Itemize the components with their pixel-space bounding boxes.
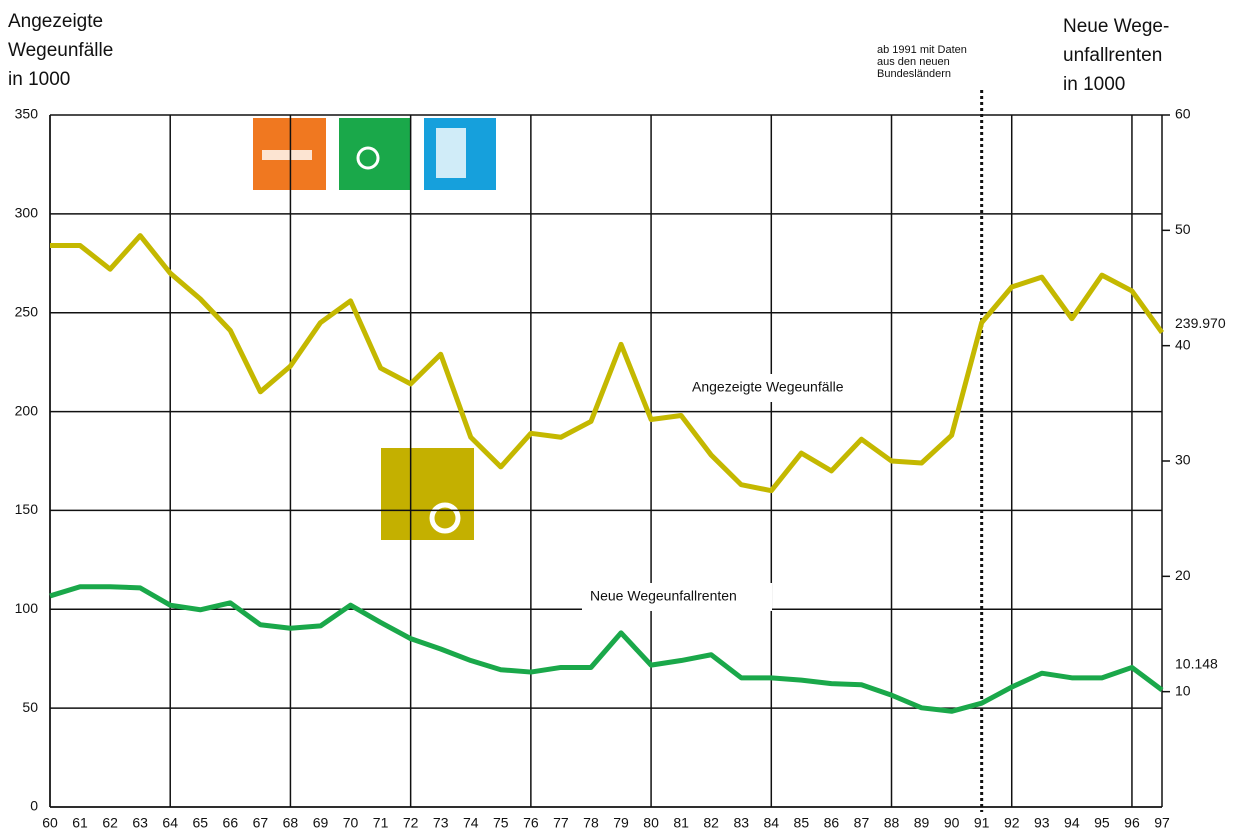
x-tick-label: 88: [884, 815, 900, 831]
x-tick-label: 87: [854, 815, 870, 831]
y2-tick-label: 20: [1175, 567, 1191, 583]
y-axis-title: Angezeigte: [8, 11, 103, 32]
x-tick-label: 70: [343, 815, 359, 831]
y-tick-label: 150: [15, 501, 39, 517]
x-tick-label: 96: [1124, 815, 1140, 831]
x-tick-label: 73: [433, 815, 449, 831]
x-tick-label: 67: [253, 815, 269, 831]
y2-axis-title: unfallrenten: [1063, 45, 1162, 66]
y-tick-label: 200: [15, 402, 39, 418]
y-tick-label: 250: [15, 303, 39, 319]
x-tick-label: 85: [794, 815, 810, 831]
y-tick-label: 350: [15, 106, 39, 122]
x-tick-label: 65: [192, 815, 208, 831]
x-tick-label: 82: [703, 815, 719, 831]
x-tick-label: 81: [673, 815, 689, 831]
x-tick-label: 91: [974, 815, 990, 831]
x-tick-label: 93: [1034, 815, 1050, 831]
y2-axis-title: in 1000: [1063, 74, 1125, 95]
x-tick-label: 76: [523, 815, 539, 831]
x-tick-label: 63: [132, 815, 148, 831]
y-tick-label: 300: [15, 205, 39, 221]
x-tick-label: 64: [162, 815, 178, 831]
end-value-label: 239.970: [1175, 315, 1226, 331]
x-tick-label: 84: [764, 815, 780, 831]
icon-office-detail: [436, 128, 466, 178]
icon-agriculture-detail: [356, 146, 380, 170]
y-tick-label: 100: [15, 600, 39, 616]
x-tick-label: 72: [403, 815, 419, 831]
x-tick-label: 86: [824, 815, 840, 831]
icon-accident: [381, 448, 474, 540]
x-tick-label: 79: [613, 815, 629, 831]
y-axis-title: Wegeunfälle: [8, 40, 113, 61]
icons: [253, 118, 496, 540]
grid: [49, 114, 1162, 808]
x-tick-label: 62: [102, 815, 118, 831]
x-tick-label: 75: [493, 815, 509, 831]
y2-tick-label: 60: [1175, 106, 1191, 122]
y-tick-label: 50: [22, 699, 38, 715]
x-tick-label: 95: [1094, 815, 1110, 831]
series-label-box: [684, 374, 876, 402]
y2-axis-title: Neue Wege-: [1063, 16, 1169, 37]
icon-agriculture: [339, 118, 411, 190]
series-label: Angezeigte Wegeunfälle: [692, 379, 844, 395]
icon-industry-detail: [262, 150, 312, 160]
annotation-text: ab 1991 mit Daten: [877, 44, 967, 56]
x-tick-label: 97: [1154, 815, 1170, 831]
y-axis-title: in 1000: [8, 69, 70, 90]
x-tick-label: 66: [223, 815, 239, 831]
icon-accident-detail: [429, 502, 461, 534]
y2-tick-label: 50: [1175, 221, 1191, 237]
y2-tick-label: 30: [1175, 452, 1191, 468]
x-tick-label: 61: [72, 815, 88, 831]
annotation-text: Bundesländern: [877, 68, 951, 80]
x-tick-label: 83: [733, 815, 749, 831]
x-tick-label: 80: [643, 815, 659, 831]
x-tick-label: 89: [914, 815, 930, 831]
x-tick-label: 90: [944, 815, 960, 831]
x-tick-label: 74: [463, 815, 479, 831]
series-line: [49, 584, 1164, 714]
x-tick-label: 77: [553, 815, 569, 831]
series-label-box: [582, 583, 772, 611]
series-label: Neue Wegeunfallrenten: [590, 588, 737, 604]
annotation-text: aus den neuen: [877, 56, 950, 68]
x-tick-label: 69: [313, 815, 329, 831]
y2-tick-label: 10: [1175, 682, 1191, 698]
x-tick-label: 60: [42, 815, 58, 831]
y-tick-label: 0: [30, 798, 38, 814]
x-tick-label: 71: [373, 815, 389, 831]
end-value-label: 10.148: [1175, 656, 1218, 672]
x-tick-label: 94: [1064, 815, 1080, 831]
x-tick-label: 68: [283, 815, 299, 831]
x-tick-label: 92: [1004, 815, 1020, 831]
series-line: [50, 233, 1165, 494]
y2-tick-label: 40: [1175, 336, 1191, 352]
x-tick-label: 78: [583, 815, 599, 831]
